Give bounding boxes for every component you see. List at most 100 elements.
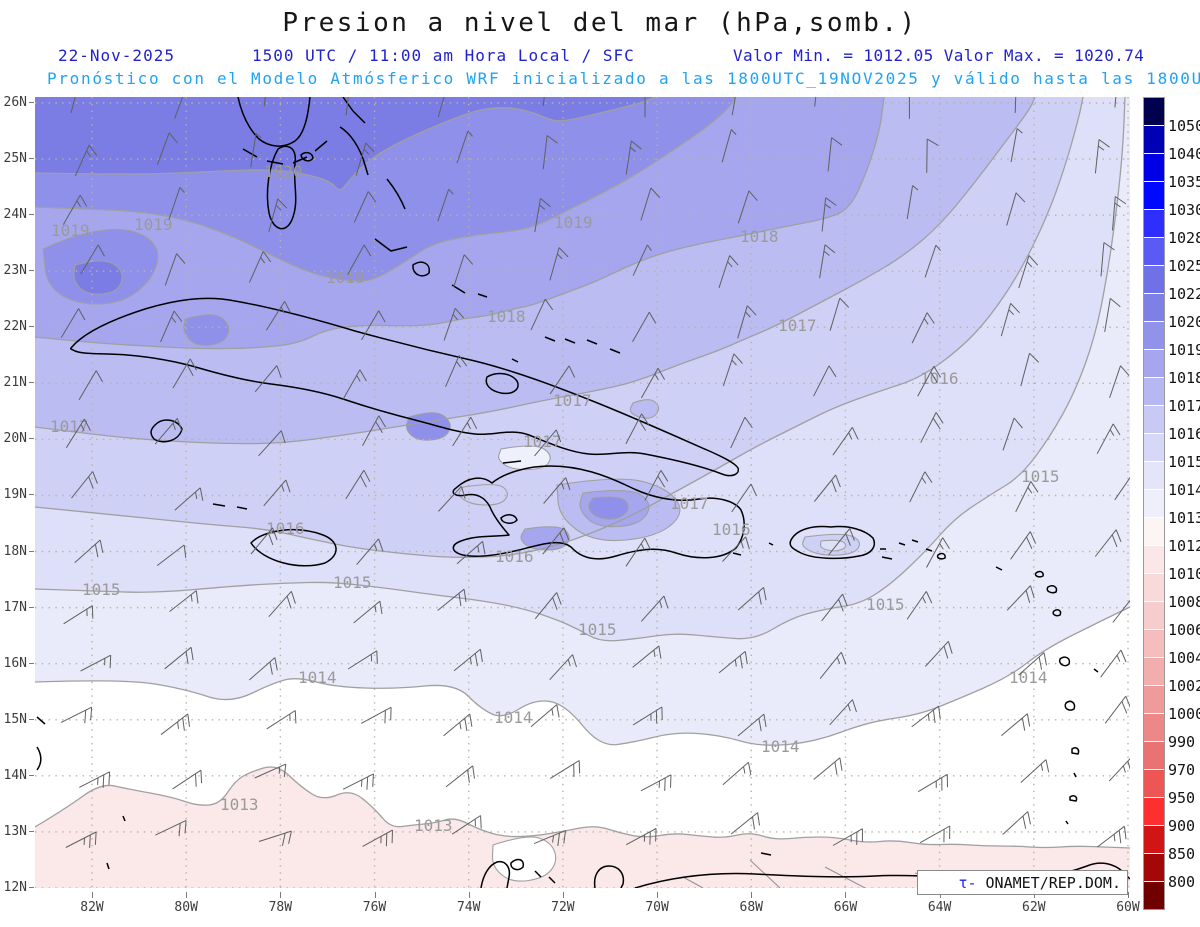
coastline-12 [544,336,621,354]
pressure-bands [35,97,1130,746]
coastlines [36,97,1130,888]
colorbar-value-1014: 1014 [1168,481,1200,499]
coastline-8 [412,261,430,277]
wind-barb [813,757,843,780]
colorbar-cell-16 [1144,545,1164,573]
coastline-37 [634,862,1130,888]
isobar-label-1015: 1015 [333,573,372,592]
colorbar-cell-22 [1144,713,1164,741]
wind-barb [722,353,743,387]
colorbar-value-1004: 1004 [1168,649,1200,667]
coastline-33 [106,815,126,870]
wind-barb [832,427,859,456]
wind-barb [908,97,910,119]
colorbar-value-1017: 1017 [1168,397,1200,415]
wind-barb [737,190,758,224]
wind-barb [909,471,933,503]
wind-barb [925,640,953,667]
wind-barb [718,651,748,674]
coastline-21 [789,525,876,560]
isobar-label-1019: 1019 [134,215,173,234]
lon-label-74W: 74W [447,892,491,915]
isobar-label-1013: 1013 [414,816,453,835]
wind-barb [445,355,468,387]
wind-barb [62,194,88,225]
colorbar-cell-17 [1144,573,1164,601]
lat-label-21N: 21N [0,375,34,390]
wind-barb [731,97,736,116]
wind-barb [543,477,571,504]
wind-barb [920,412,944,443]
colorbar-cell-27 [1144,853,1164,881]
coastline-23 [898,539,933,552]
colorbar-value-850: 850 [1168,845,1196,863]
coastline-31 [1065,795,1078,825]
wind-barb [362,415,386,446]
wind-barb [926,138,939,173]
isobar-label-1016: 1016 [712,520,751,539]
wind-barb [549,654,577,681]
wind-barb [254,763,287,779]
wind-barb [625,140,642,175]
pocket-12 [819,539,847,552]
coastline-7 [374,238,408,252]
wind-barb [533,830,566,847]
coastline-34 [36,716,46,771]
wind-barb [74,144,98,177]
lat-label-23N: 23N [0,263,34,278]
wind-barb [1097,825,1127,848]
lat-label-12N: 12N [0,880,34,895]
isobar-label-1016: 1016 [266,519,305,538]
colorbar-value-1030: 1030 [1168,201,1200,219]
isobar-label-1020: 1020 [264,162,303,181]
valid-date: 22-Nov-2025 [58,46,175,65]
colorbar-cell-0 [1144,98,1164,125]
wind-barb [632,645,662,668]
colorbar-value-990: 990 [1168,733,1196,751]
isobar-label-1017: 1017 [778,316,817,335]
colorbar-value-970: 970 [1168,761,1196,779]
wind-barb [730,812,760,835]
coastline-28 [1058,656,1071,667]
wind-barb [1006,192,1026,226]
colorbar-cell-24 [1144,769,1164,797]
coastline-18 [502,460,522,464]
lon-label-60W: 60W [1106,892,1150,915]
wind-barb [347,650,378,670]
wind-barb [640,187,661,221]
isobar-1018 [35,97,885,350]
colorbar-cell-15 [1144,517,1164,545]
wind-barb [437,588,467,611]
wind-barb [919,825,951,844]
lat-label-18N: 18N [0,544,34,559]
colorbar-cell-13 [1144,461,1164,489]
colorbar-value-1025: 1025 [1168,257,1200,275]
coastline-20 [732,542,774,556]
wind-barb [361,310,386,341]
coastline-29 [1064,700,1076,711]
lon-label-62W: 62W [1012,892,1056,915]
wind-barb [632,244,652,276]
colorbar-cell-3 [1144,181,1164,209]
colorbar-value-1035: 1035 [1168,173,1200,191]
wind-barb [625,537,651,567]
wind-barb [828,528,855,556]
band-below-1013 [35,766,1130,888]
isobar-label-1014: 1014 [1009,668,1048,687]
wind-barb [258,830,292,846]
colorbar-cell-4 [1144,209,1164,237]
wind-barb [266,710,297,730]
wind-barb [79,771,111,788]
colorbar-cell-5 [1144,237,1164,265]
credit-text: ONAMET/REP.DOM. [976,874,1121,892]
wind-barb [644,97,646,118]
wind-barb [644,470,669,501]
colorbar-value-1000: 1000 [1168,705,1200,723]
isobar-label-1018: 1018 [487,307,526,326]
wind-barb [1020,352,1040,387]
wind-barb [60,308,86,339]
wind-barb [1014,97,1017,113]
wind-barb [345,97,349,116]
lon-label-76W: 76W [353,892,397,915]
colorbar-value-1020: 1020 [1168,313,1200,331]
